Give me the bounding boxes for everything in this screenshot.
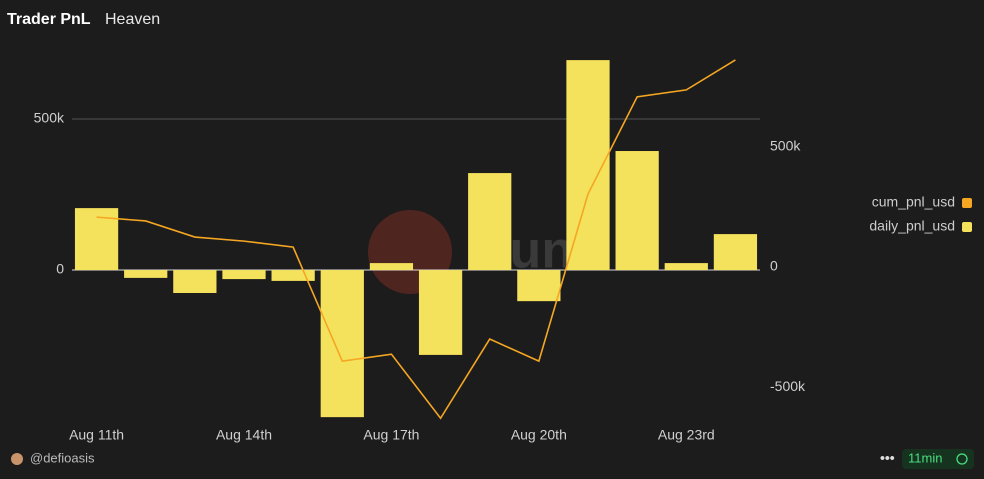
line (96, 59, 736, 420)
legend-swatch (962, 198, 972, 208)
legend-label: cum_pnl_usd (872, 194, 955, 210)
x-tick-label: Aug 17th (363, 427, 419, 443)
age-badge (902, 449, 974, 469)
y2-tick-label: 0 (770, 258, 778, 274)
bar (664, 263, 708, 271)
author[interactable]: @defioasis (30, 450, 95, 465)
chart-title: Trader PnL (7, 11, 91, 28)
y2-tick-label: -500k (770, 378, 806, 394)
age: 11min (908, 450, 942, 465)
legend-label: daily_pnl_usd (869, 218, 955, 234)
bar (124, 270, 168, 278)
menu-dots[interactable]: ••• (880, 450, 895, 466)
bar (517, 270, 561, 302)
bar (615, 151, 659, 271)
bar (713, 234, 758, 271)
bar (418, 270, 463, 355)
bar (369, 263, 414, 271)
x-tick-label: Aug 11th (69, 427, 124, 443)
bar (320, 270, 364, 418)
x-tick-label: Aug 14th (216, 427, 272, 443)
bar (468, 173, 512, 271)
chart-subtitle: Heaven (105, 11, 160, 28)
legend-swatch (962, 222, 972, 232)
bar (222, 270, 266, 280)
bar (271, 270, 315, 281)
x-tick-label: Aug 20th (511, 427, 567, 443)
y-tick-label: 0 (56, 261, 64, 277)
x-tick-label: Aug 23rd (658, 427, 715, 443)
check-icon (956, 453, 968, 465)
y-tick-label: 500k (34, 110, 65, 126)
author-avatar (11, 453, 23, 465)
bar (173, 270, 217, 293)
y2-tick-label: 500k (770, 138, 801, 154)
